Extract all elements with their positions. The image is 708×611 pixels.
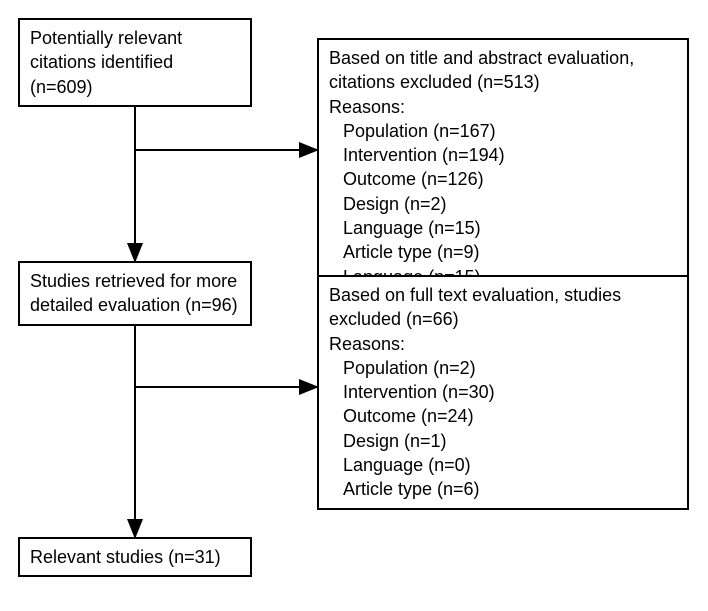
step1-box: Potentially relevant citations identifie… [18, 18, 252, 107]
excl1-reason: Design (n=2) [343, 192, 677, 216]
step3-box: Relevant studies (n=31) [18, 537, 252, 577]
excl2-title: Based on full text evaluation, studies e… [329, 285, 621, 329]
excl1-reason: Language (n=15) [343, 216, 677, 240]
excl1-reason: Population (n=167) [343, 119, 677, 143]
excl2-reason: Design (n=1) [343, 429, 677, 453]
excl1-reason: Article type (n=9) [343, 240, 677, 264]
excl2-reason: Population (n=2) [343, 356, 677, 380]
prisma-flowchart: Potentially relevant citations identifie… [15, 15, 693, 596]
excl1-title: Based on title and abstract evaluation, … [329, 48, 634, 92]
excl1-reason: Outcome (n=126) [343, 167, 677, 191]
excl1-reasons-label: Reasons: [329, 97, 405, 117]
excl2-reasons: Population (n=2) Intervention (n=30) Out… [329, 356, 677, 502]
step3-text: Relevant studies (n=31) [30, 547, 221, 567]
step2-box: Studies retrieved for more detailed eval… [18, 261, 252, 326]
step1-text: Potentially relevant citations identifie… [30, 28, 182, 97]
excl1-reason: Intervention (n=194) [343, 143, 677, 167]
excl2-reasons-label: Reasons: [329, 334, 405, 354]
excl2-reason: Outcome (n=24) [343, 404, 677, 428]
excl2-reason: Article type (n=6) [343, 477, 677, 501]
excl2-reason: Intervention (n=30) [343, 380, 677, 404]
excl1-reasons: Population (n=167) Intervention (n=194) … [329, 119, 677, 289]
excl1-box: Based on title and abstract evaluation, … [317, 38, 689, 297]
step2-text: Studies retrieved for more detailed eval… [30, 271, 238, 315]
excl2-reason: Language (n=0) [343, 453, 677, 477]
excl2-box: Based on full text evaluation, studies e… [317, 275, 689, 510]
